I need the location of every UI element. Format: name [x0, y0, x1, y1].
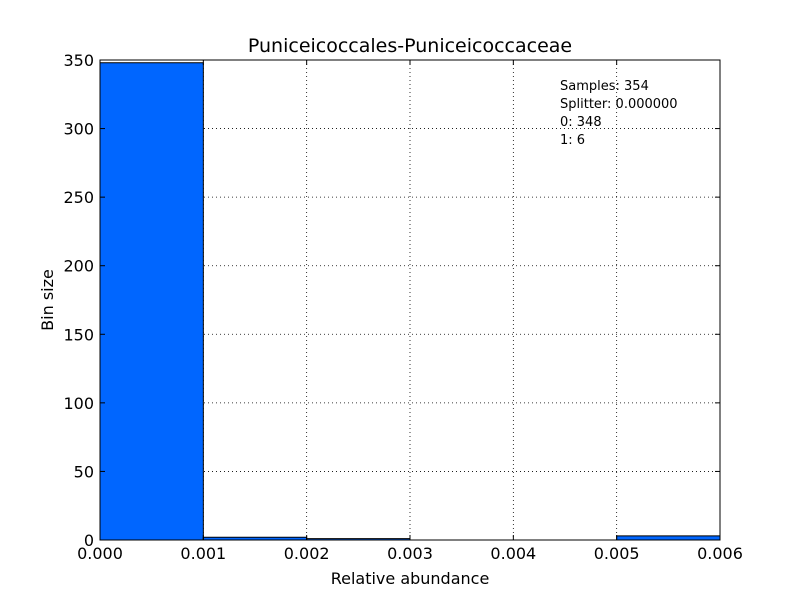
x-tick-label: 0.003 [387, 544, 433, 563]
x-tick-label: 0.002 [284, 544, 330, 563]
x-tick-label: 0.004 [490, 544, 536, 563]
y-tick-label: 350 [63, 51, 94, 70]
annotation-line: 0: 348 [560, 115, 602, 130]
y-axis-label: Bin size [38, 269, 57, 331]
histogram-bar [99, 62, 204, 541]
annotation-line: Samples: 354 [560, 79, 649, 94]
y-tick-label: 0 [84, 531, 94, 550]
annotation-line: 1: 6 [560, 133, 585, 148]
ticks: 0.000 0.001 0.002 0.003 0.004 0.005 0.006 0 50 10… [63, 51, 742, 563]
y-tick-label: 50 [74, 462, 94, 481]
x-tick-label: 0.006 [697, 544, 743, 563]
x-tick-label: 0.005 [594, 544, 640, 563]
annotation-line: Splitter: 0.000000 [560, 97, 678, 112]
y-tick-label: 250 [63, 188, 94, 207]
x-tick-label: 0.000 [77, 544, 123, 563]
y-tick-label: 100 [63, 394, 94, 413]
annotation-box: Samples: 354 Splitter: 0.000000 0: 348 1: 6 [560, 79, 678, 148]
histogram-bar [616, 535, 721, 541]
x-tick-label: 0.001 [180, 544, 226, 563]
y-tick-label: 300 [63, 120, 94, 139]
y-tick-label: 200 [63, 257, 94, 276]
bars [99, 62, 721, 541]
chart-title: Puniceicoccales-Puniceicoccaceae [248, 35, 572, 57]
x-axis-label: Relative abundance [331, 569, 490, 588]
y-tick-label: 150 [63, 325, 94, 344]
